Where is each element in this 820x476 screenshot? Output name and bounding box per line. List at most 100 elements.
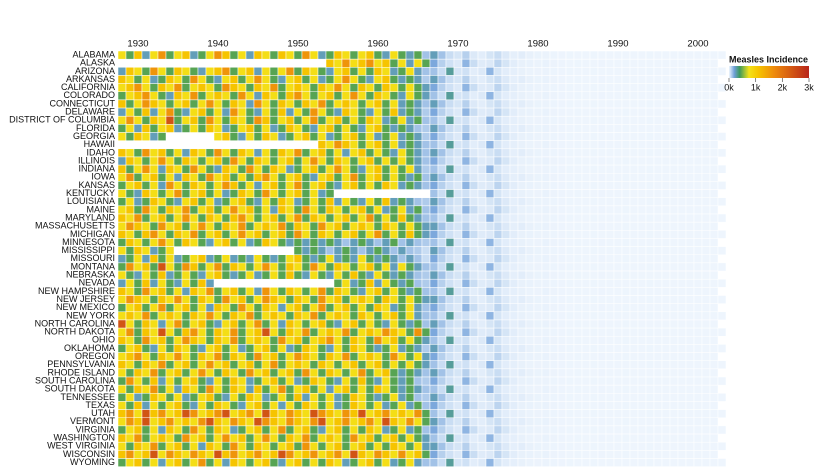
cell bbox=[285, 287, 295, 296]
cell bbox=[245, 458, 255, 467]
cell bbox=[181, 181, 191, 190]
cell bbox=[301, 164, 311, 174]
cell bbox=[677, 295, 687, 304]
cell bbox=[637, 107, 647, 117]
cell bbox=[421, 67, 431, 76]
cell bbox=[165, 270, 175, 280]
cell bbox=[141, 132, 151, 141]
cell bbox=[405, 205, 415, 215]
cell bbox=[157, 319, 167, 329]
cell bbox=[125, 441, 135, 451]
cell bbox=[605, 197, 615, 207]
cell bbox=[341, 401, 351, 410]
cell bbox=[437, 58, 447, 68]
cell bbox=[653, 246, 663, 256]
cell bbox=[437, 254, 447, 264]
cell bbox=[517, 384, 527, 394]
cell bbox=[205, 368, 215, 378]
cell bbox=[701, 107, 711, 117]
cell bbox=[349, 270, 359, 280]
cell bbox=[197, 336, 207, 345]
cell bbox=[685, 384, 695, 394]
cell bbox=[213, 352, 223, 361]
cell bbox=[397, 205, 407, 215]
cell bbox=[357, 311, 367, 321]
cell bbox=[525, 441, 535, 451]
cell bbox=[693, 360, 703, 370]
cell bbox=[141, 384, 151, 394]
cell bbox=[557, 311, 567, 321]
cell bbox=[309, 156, 319, 166]
cell bbox=[261, 205, 271, 215]
cell bbox=[677, 433, 687, 443]
cell bbox=[645, 197, 655, 207]
cell bbox=[157, 384, 167, 394]
cell bbox=[205, 352, 215, 361]
cell bbox=[253, 458, 263, 467]
cell bbox=[117, 417, 127, 427]
cell bbox=[565, 287, 575, 296]
cell bbox=[709, 278, 719, 288]
cell bbox=[189, 287, 199, 296]
cell bbox=[693, 278, 703, 288]
cell bbox=[445, 213, 455, 223]
cell bbox=[453, 254, 463, 264]
cell bbox=[181, 433, 191, 443]
cell bbox=[669, 75, 679, 84]
cell bbox=[141, 360, 151, 370]
cell bbox=[709, 99, 719, 109]
cell bbox=[549, 115, 559, 125]
cell bbox=[445, 181, 455, 190]
cell bbox=[533, 181, 543, 190]
cell bbox=[269, 115, 279, 125]
cell bbox=[453, 83, 463, 92]
cell bbox=[445, 409, 455, 419]
cell bbox=[709, 417, 719, 427]
cell bbox=[613, 384, 623, 394]
cell bbox=[565, 115, 575, 125]
cell bbox=[445, 221, 455, 231]
cell bbox=[709, 376, 719, 386]
cell bbox=[477, 181, 487, 190]
cell bbox=[509, 319, 519, 329]
cell bbox=[677, 230, 687, 239]
cell bbox=[125, 197, 135, 207]
cell bbox=[333, 295, 343, 304]
cell bbox=[181, 205, 191, 215]
cell bbox=[173, 67, 183, 76]
cell bbox=[253, 238, 263, 247]
cell bbox=[381, 336, 391, 345]
cell bbox=[501, 376, 511, 386]
cell bbox=[613, 344, 623, 353]
cell bbox=[405, 156, 415, 166]
cell bbox=[181, 360, 191, 370]
cell bbox=[213, 458, 223, 467]
cell bbox=[629, 173, 639, 182]
cell bbox=[125, 401, 135, 410]
cell bbox=[269, 107, 279, 117]
cell bbox=[565, 458, 575, 467]
cell bbox=[309, 254, 319, 264]
cell bbox=[421, 107, 431, 117]
cell bbox=[277, 115, 287, 125]
cell bbox=[341, 132, 351, 141]
cell bbox=[277, 393, 287, 402]
cell bbox=[373, 115, 383, 125]
cell bbox=[677, 124, 687, 133]
cell bbox=[717, 115, 727, 125]
cell bbox=[677, 441, 687, 451]
cell bbox=[621, 344, 631, 353]
cell bbox=[637, 287, 647, 296]
cell bbox=[509, 360, 519, 370]
cell bbox=[221, 433, 231, 443]
cell bbox=[149, 262, 159, 272]
cell bbox=[597, 189, 607, 198]
cell bbox=[477, 327, 487, 337]
cell bbox=[429, 246, 439, 256]
cell bbox=[173, 319, 183, 329]
cell bbox=[437, 360, 447, 370]
cell bbox=[629, 344, 639, 353]
cell bbox=[685, 238, 695, 247]
cell bbox=[461, 99, 471, 109]
cell bbox=[581, 91, 591, 101]
